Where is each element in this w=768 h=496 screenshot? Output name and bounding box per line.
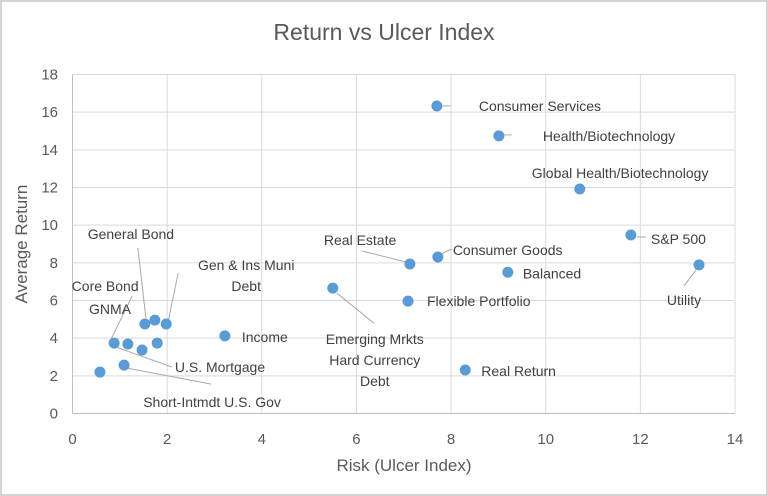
x-tick-label: 14 — [727, 431, 744, 448]
data-point-utility — [693, 259, 705, 271]
x-tick-label: 4 — [258, 431, 266, 448]
data-point-gnma — [94, 366, 106, 378]
leader-line-u-s-mortgage — [115, 346, 173, 368]
data-point-unlabeled — [149, 314, 161, 326]
y-tick-label: 4 — [50, 330, 58, 347]
data-point-emerging-mrkts-hard-currency-debt — [327, 282, 339, 294]
data-point-gen-ins-muni-debt — [160, 318, 172, 330]
data-point-balanced — [502, 266, 514, 278]
x-axis-title: Risk (Ulcer Index) — [336, 456, 472, 475]
data-point-consumer-goods — [432, 251, 444, 263]
y-tick-label: 12 — [41, 180, 58, 197]
data-label-short-intmdt-u-s-gov: Short-Intmdt U.S. Gov — [143, 394, 281, 410]
data-point-consumer-services — [431, 100, 443, 112]
data-label-emerging-mrkts-hard-currency-debt: Emerging Mrkts — [326, 331, 424, 347]
x-tick-label: 2 — [163, 431, 171, 448]
data-label-balanced: Balanced — [523, 265, 581, 281]
data-label-emerging-mrkts-hard-currency-debt: Hard Currency — [329, 352, 420, 368]
data-point-flexible-portfolio — [402, 295, 414, 307]
y-axis-title: Average Return — [12, 184, 31, 304]
y-tick-label: 8 — [50, 255, 58, 272]
data-label-emerging-mrkts-hard-currency-debt: Debt — [360, 373, 390, 389]
data-point-real-estate — [404, 258, 416, 270]
data-point-core-bond — [108, 337, 120, 349]
data-point-s-p-500 — [625, 229, 637, 241]
leader-line-emerging-mrkts-hard-currency-debt — [336, 292, 375, 324]
data-label-global-health-biotechnology: Global Health/Biotechnology — [532, 165, 709, 181]
data-label-income: Income — [242, 329, 288, 345]
leader-line-consumer-goods — [440, 248, 453, 255]
data-label-real-estate: Real Estate — [324, 232, 397, 248]
data-point-health-biotechnology — [493, 130, 505, 142]
data-point-short-intmdt-u-s-gov — [118, 359, 130, 371]
data-point-unlabeled — [136, 344, 148, 356]
data-label-flexible-portfolio: Flexible Portfolio — [427, 293, 531, 309]
y-tick-label: 6 — [50, 293, 58, 310]
data-label-general-bond: General Bond — [88, 226, 174, 242]
y-tick-label: 0 — [50, 406, 58, 423]
y-tick-label: 16 — [41, 104, 58, 121]
y-tick-label: 10 — [41, 217, 58, 234]
chart-title: Return vs Ulcer Index — [273, 19, 495, 45]
data-label-u-s-mortgage: U.S. Mortgage — [175, 359, 265, 375]
data-label-core-bond: Core Bond — [72, 278, 139, 294]
data-label-consumer-services: Consumer Services — [479, 98, 601, 114]
data-point-real-return — [459, 364, 471, 376]
data-point-general-bond — [139, 318, 151, 330]
data-label-gen-ins-muni-debt: Debt — [231, 278, 261, 294]
x-tick-label: 10 — [537, 431, 554, 448]
y-tick-label: 2 — [50, 368, 58, 385]
data-label-health-biotechnology: Health/Biotechnology — [543, 128, 675, 144]
data-point-u-s-mortgage — [122, 338, 134, 350]
x-tick-label: 0 — [68, 431, 76, 448]
data-label-consumer-goods: Consumer Goods — [453, 242, 563, 258]
x-tick-label: 12 — [632, 431, 649, 448]
data-label-gen-ins-muni-debt: Gen & Ins Muni — [198, 257, 295, 273]
leader-line-real-estate — [361, 250, 407, 263]
data-point-global-health-biotechnology — [574, 183, 586, 195]
data-label-real-return: Real Return — [481, 363, 556, 379]
leader-line-general-bond — [137, 247, 147, 319]
leader-line-gen-ins-muni-debt — [167, 272, 179, 322]
leader-line-short-intmdt-u-s-gov — [126, 367, 212, 385]
data-label-gnma: GNMA — [89, 301, 132, 317]
data-label-s-p-500: S&P 500 — [651, 231, 706, 247]
data-point-unlabeled — [151, 337, 163, 349]
x-tick-label: 6 — [352, 431, 360, 448]
x-tick-label: 8 — [447, 431, 455, 448]
y-tick-label: 18 — [41, 67, 58, 84]
leader-line-utility — [683, 269, 697, 287]
y-tick-label: 14 — [41, 142, 58, 159]
data-point-income — [219, 330, 231, 342]
leader-line-core-bond — [109, 295, 133, 342]
data-label-utility: Utility — [667, 292, 701, 308]
